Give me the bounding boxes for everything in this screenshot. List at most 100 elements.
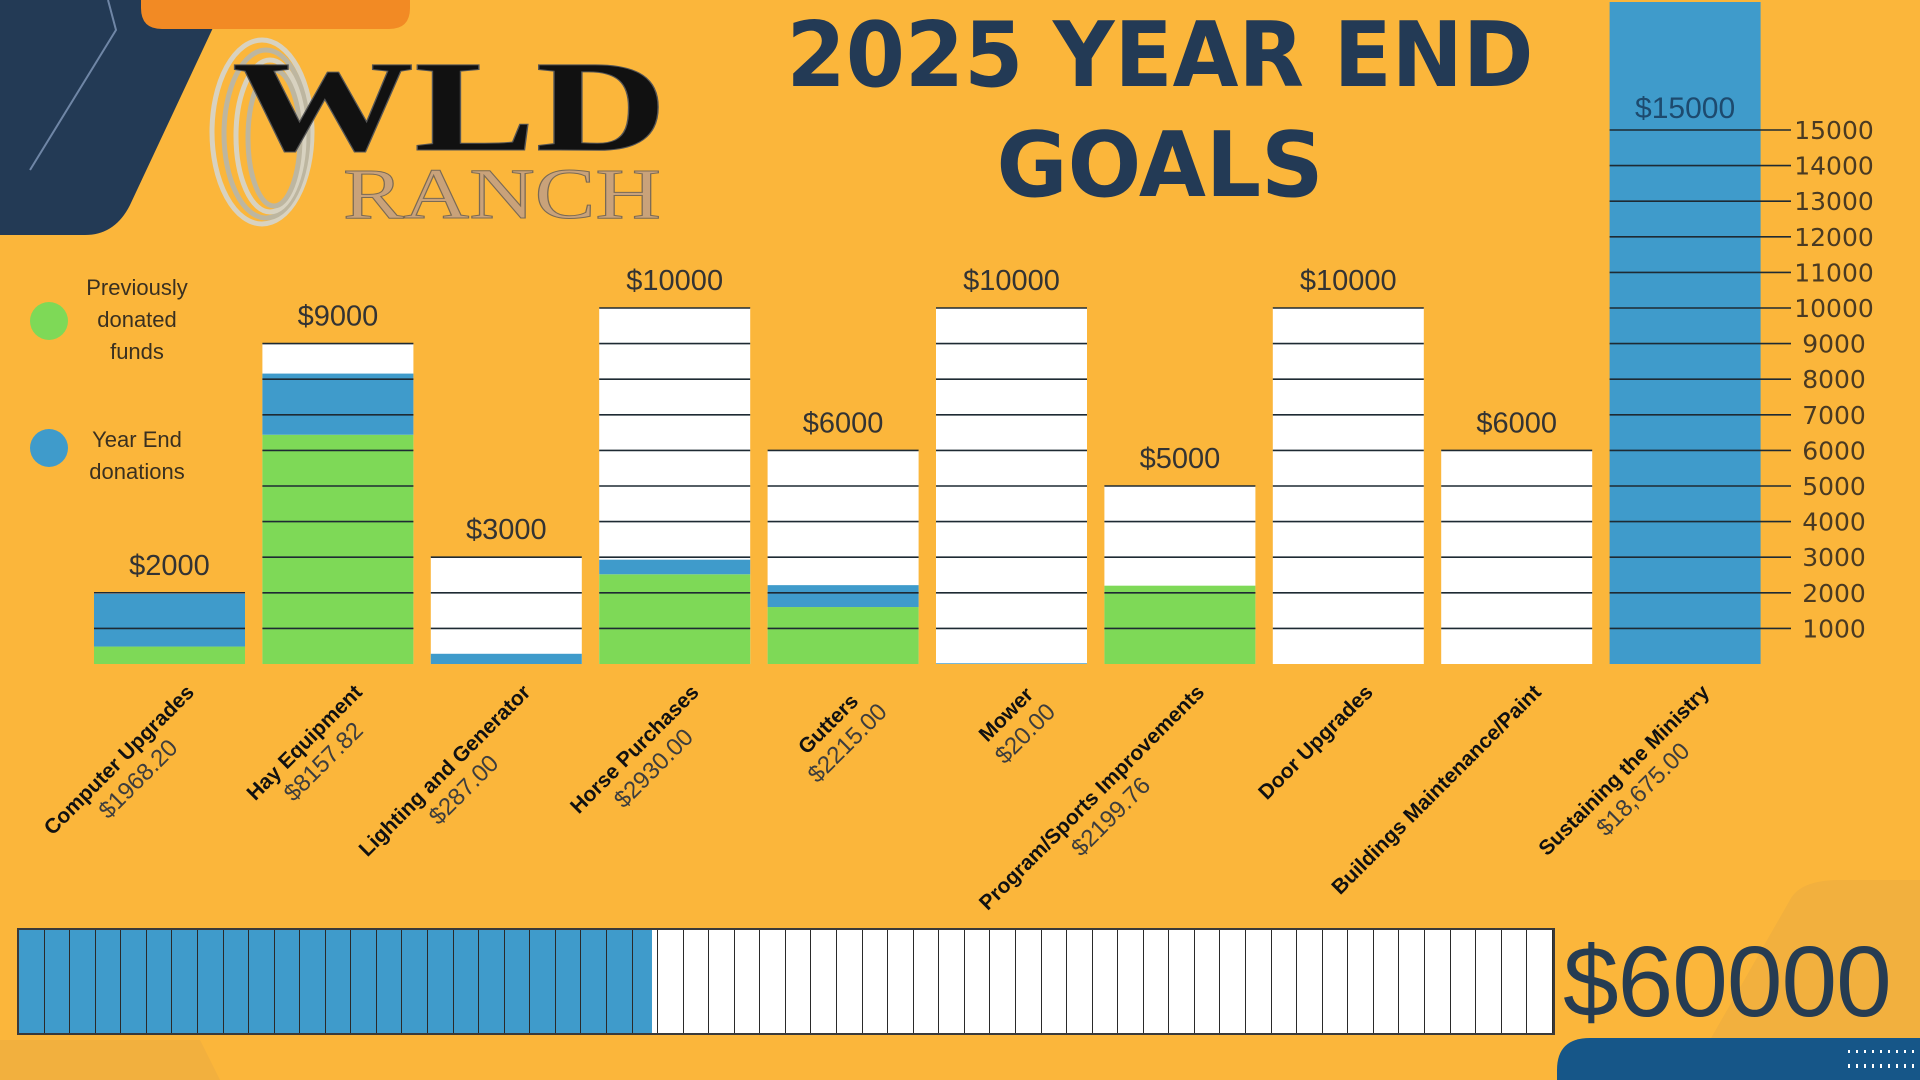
progress-cell <box>1399 930 1425 1033</box>
y-tick-label: 11000 <box>1794 258 1874 287</box>
bar-goal <box>430 557 582 664</box>
y-tick-label: 13000 <box>1794 187 1874 216</box>
progress-cell <box>224 930 250 1033</box>
progress-cell <box>1451 930 1477 1033</box>
y-tick-label: 10000 <box>1794 294 1874 323</box>
legend-dot-year-end <box>30 429 68 467</box>
y-tick-label: 12000 <box>1794 223 1874 252</box>
bar-group-4: $6000 <box>767 407 919 664</box>
progress-cell <box>1323 930 1349 1033</box>
progress-cell <box>837 930 863 1033</box>
progress-cells <box>19 930 1553 1033</box>
progress-cell <box>811 930 837 1033</box>
progress-cell <box>1502 930 1528 1033</box>
progress-cell <box>1272 930 1298 1033</box>
page-title-line2: GOALS <box>997 113 1324 218</box>
progress-cell <box>1093 930 1119 1033</box>
progress-cell <box>581 930 607 1033</box>
goal-label: $6000 <box>803 407 884 439</box>
y-tick-label: 2000 <box>1802 579 1866 608</box>
bar-previous-segment <box>1104 585 1256 664</box>
progress-cell <box>684 930 710 1033</box>
y-tick-label: 4000 <box>1802 508 1866 537</box>
goal-label: $10000 <box>963 265 1060 297</box>
progress-cell <box>19 930 45 1033</box>
progress-cell <box>479 930 505 1033</box>
y-tick-label: 15000 <box>1794 116 1874 145</box>
bar-group-8: $6000 <box>1441 407 1593 664</box>
progress-fill <box>19 930 652 1033</box>
progress-cell <box>530 930 556 1033</box>
bar-year-end-segment <box>599 559 751 575</box>
y-tick-label: 8000 <box>1802 365 1866 394</box>
progress-cell <box>1042 930 1068 1033</box>
bar-year-end-segment <box>262 373 414 435</box>
progress-cell <box>607 930 633 1033</box>
bar-year-end-segment <box>94 593 245 647</box>
lasso-rope-icon <box>209 37 315 227</box>
progress-cell <box>760 930 786 1033</box>
goal-label: $9000 <box>298 301 379 333</box>
progress-cell <box>1169 930 1195 1033</box>
bar-group-1: $9000 <box>262 301 414 664</box>
legend-line: donations <box>89 459 185 484</box>
progress-cell <box>1297 930 1323 1033</box>
page-title-line1: 2025 YEAR END <box>787 3 1534 108</box>
bar-year-end-segment <box>767 585 919 608</box>
progress-cell <box>1527 930 1553 1033</box>
goal-label: $3000 <box>466 514 547 546</box>
y-tick-label: 9000 <box>1802 330 1866 359</box>
orange-tab <box>141 0 410 29</box>
bar-previous-segment <box>262 434 414 664</box>
progress-cell <box>172 930 198 1033</box>
progress-cell <box>45 930 71 1033</box>
bar-group-2: $3000 <box>430 514 582 664</box>
progress-cell <box>1067 930 1093 1033</box>
progress-cell <box>1118 930 1144 1033</box>
progress-cell <box>147 930 173 1033</box>
goal-label: $2000 <box>129 550 210 582</box>
goal-label: $15000 <box>1635 92 1735 125</box>
bar-previous-segment <box>94 646 245 664</box>
progress-cell <box>786 930 812 1033</box>
shape-right <box>1710 880 1920 1040</box>
progress-cell <box>351 930 377 1033</box>
progress-cell <box>275 930 301 1033</box>
progress-cell <box>990 930 1016 1033</box>
progress-cell <box>1425 930 1451 1033</box>
legend-line: funds <box>110 339 164 364</box>
progress-cell <box>454 930 480 1033</box>
overall-goal-total: $60000 <box>1563 926 1892 1038</box>
bar-group-7: $10000 <box>1272 265 1424 664</box>
progress-cell <box>556 930 582 1033</box>
progress-cell <box>939 930 965 1033</box>
legend-line: Previously <box>86 275 188 300</box>
goal-label: $10000 <box>626 265 723 297</box>
progress-cell <box>1374 930 1400 1033</box>
goal-label: $6000 <box>1476 407 1557 439</box>
y-tick-label: 1000 <box>1802 614 1866 643</box>
bottom-right-pill <box>1557 1038 1920 1080</box>
progress-cell <box>121 930 147 1033</box>
progress-cell <box>377 930 403 1033</box>
progress-cell <box>709 930 735 1033</box>
legend-line: Year End <box>92 427 182 452</box>
logo: WLD RANCH <box>209 35 668 235</box>
progress-cell <box>914 930 940 1033</box>
progress-cell <box>965 930 991 1033</box>
goal-label: $5000 <box>1140 443 1221 475</box>
progress-cell <box>402 930 428 1033</box>
goal-label: $10000 <box>1300 265 1397 297</box>
decor-line <box>29 0 118 171</box>
progress-cell <box>633 930 659 1033</box>
progress-cell <box>1144 930 1170 1033</box>
progress-cell <box>1246 930 1272 1033</box>
progress-cell <box>1195 930 1221 1033</box>
progress-cell <box>863 930 889 1033</box>
y-tick-label: 14000 <box>1794 152 1874 181</box>
shape-bottom-left <box>0 1040 220 1080</box>
y-tick-label: 6000 <box>1802 436 1866 465</box>
logo-ranch: RANCH <box>343 154 661 234</box>
